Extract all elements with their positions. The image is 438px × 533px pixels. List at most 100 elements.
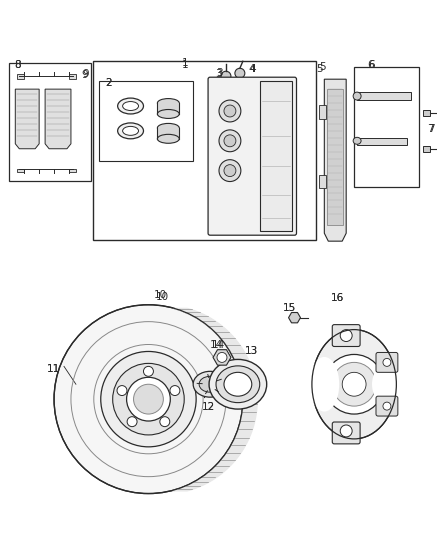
Text: 7: 7 [428,124,435,134]
Text: 6: 6 [369,60,375,70]
Text: 4: 4 [248,64,255,74]
Circle shape [219,160,241,182]
Circle shape [383,402,391,410]
Ellipse shape [193,372,227,397]
Ellipse shape [353,138,361,144]
Text: 10: 10 [154,290,167,300]
Circle shape [383,358,391,366]
Ellipse shape [309,357,339,411]
Circle shape [324,354,384,414]
Bar [319,175,326,189]
Circle shape [160,417,170,426]
Bar [17,168,24,172]
Bar [157,103,179,114]
Text: 3: 3 [215,69,221,79]
Text: 1: 1 [182,58,188,68]
Circle shape [217,352,227,362]
Circle shape [224,105,236,117]
Circle shape [219,100,241,122]
Ellipse shape [157,109,179,118]
Text: 8: 8 [14,60,21,70]
Ellipse shape [118,123,144,139]
Circle shape [54,305,243,494]
FancyBboxPatch shape [376,396,398,416]
Text: 16: 16 [331,293,344,303]
Bar [327,89,343,225]
Bar [9,63,91,181]
Circle shape [144,366,153,376]
Circle shape [113,364,184,435]
Ellipse shape [157,124,179,132]
Ellipse shape [157,134,179,143]
Circle shape [224,135,236,147]
Text: 8: 8 [14,60,21,70]
Ellipse shape [372,365,400,404]
Circle shape [117,385,127,395]
FancyBboxPatch shape [376,352,398,373]
Text: 11: 11 [46,365,60,374]
Text: 13: 13 [245,346,258,357]
Circle shape [332,362,376,406]
Circle shape [224,165,236,176]
Text: 5: 5 [316,64,323,74]
Ellipse shape [199,376,221,392]
Text: 16: 16 [331,293,344,303]
Text: 9: 9 [81,70,88,80]
Bar [99,81,193,160]
Ellipse shape [157,99,179,108]
Ellipse shape [312,329,396,439]
Text: 2: 2 [106,78,112,88]
Circle shape [219,130,241,152]
Circle shape [134,384,163,414]
Text: 14: 14 [212,340,225,350]
Bar [17,74,24,79]
Circle shape [127,377,170,421]
Bar [204,389,216,397]
Polygon shape [324,79,346,241]
Ellipse shape [353,92,361,100]
Bar [93,61,316,240]
Text: 9: 9 [82,69,89,79]
Text: 15: 15 [283,303,296,313]
Text: 13: 13 [245,346,258,357]
Circle shape [170,385,180,395]
Polygon shape [15,89,39,149]
Circle shape [101,351,196,447]
Circle shape [221,71,231,81]
Ellipse shape [209,359,267,409]
Bar [423,110,430,116]
Bar [69,74,76,79]
Text: 12: 12 [201,402,215,412]
Text: 3: 3 [215,68,223,78]
Polygon shape [45,89,71,149]
Bar [260,81,292,231]
Text: 11: 11 [46,365,60,374]
Text: 5: 5 [319,62,325,72]
Text: 7: 7 [427,124,434,134]
Bar [357,138,407,145]
Text: 1: 1 [182,60,188,70]
Bar [423,146,430,152]
Text: 6: 6 [368,60,374,70]
Bar [69,168,76,172]
Ellipse shape [123,126,138,135]
Ellipse shape [118,98,144,114]
FancyBboxPatch shape [332,325,360,346]
Text: 10: 10 [156,292,169,302]
Circle shape [127,417,137,426]
Circle shape [235,68,245,78]
Circle shape [340,425,352,437]
Ellipse shape [123,102,138,110]
FancyBboxPatch shape [332,422,360,444]
Ellipse shape [216,366,260,402]
Ellipse shape [224,373,252,396]
Text: 14: 14 [209,340,223,350]
FancyBboxPatch shape [208,77,297,235]
Bar [157,128,179,139]
Text: 12: 12 [201,402,215,412]
Bar [354,67,419,187]
Bar [319,105,326,119]
Circle shape [342,373,366,396]
Text: 2: 2 [106,78,112,88]
Text: 4: 4 [250,64,256,74]
